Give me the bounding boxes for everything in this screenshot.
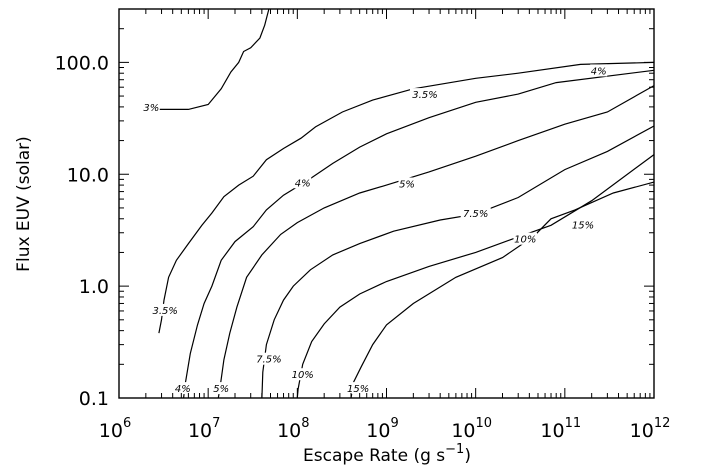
x-tick-label: 1012 <box>630 416 671 442</box>
x-tick-label: 109 <box>366 416 398 442</box>
contour-line-5 <box>217 85 655 399</box>
contour-label-11: 15% <box>572 220 594 231</box>
y-tick-label: 1.0 <box>79 276 109 298</box>
contour-label-9: 10% <box>514 235 536 246</box>
contour-label-bg-4 <box>294 176 312 189</box>
contour-label-10: 10% <box>292 370 314 381</box>
contour-label-3: 4% <box>175 384 191 395</box>
x-tick-label: 1011 <box>540 416 581 442</box>
y-axis-title: Flux EUV (solar) <box>14 136 34 272</box>
contour-label-6: 5% <box>213 384 229 395</box>
contour-line-9 <box>296 154 655 399</box>
contour-label-bg-11 <box>571 218 595 231</box>
contour-label-8: 7.5% <box>256 355 281 366</box>
x-tick-label: 107 <box>188 416 220 442</box>
contour-label-bg-5 <box>398 177 416 190</box>
plot-frame <box>118 8 655 399</box>
contour-label-0: 3% <box>143 103 159 114</box>
y-tick-label: 0.1 <box>79 388 109 410</box>
contour-label-bg-1 <box>410 88 440 101</box>
contour-line-0 <box>145 8 270 110</box>
x-axis-title-text: Escape Rate (g s <box>303 446 445 466</box>
contour-label-5: 5% <box>399 180 415 191</box>
x-axis-title: Escape Rate (g s−1) <box>303 442 471 466</box>
x-axis-title-exp: −1 <box>445 442 464 457</box>
contour-label-bg-13 <box>150 303 181 316</box>
contour-label-13: 3.5% <box>152 306 177 317</box>
y-tick-label: 10.0 <box>67 164 109 186</box>
contour-label-1: 3.5% <box>412 90 437 101</box>
contour-line-11 <box>350 181 655 399</box>
y-tick-label: 100.0 <box>55 52 109 74</box>
contour-line-2 <box>183 69 655 399</box>
x-axis-title-close: ) <box>464 446 471 466</box>
contour-label-bg-9 <box>513 232 537 245</box>
contour-label-bg-10 <box>291 368 315 381</box>
contour-label-bg-6 <box>212 382 230 395</box>
contour-label-7: 7.5% <box>463 209 488 220</box>
contour-label-4: 4% <box>295 178 311 189</box>
contour-label-bg-2 <box>590 64 608 77</box>
x-tick-label: 106 <box>99 416 131 442</box>
contour-lines <box>145 8 655 399</box>
contour-label-2: 4% <box>591 66 607 77</box>
y-axis-tick-labels: 0.1 1.0 10.0 100.0 <box>55 52 109 410</box>
contour-label-bg-12 <box>346 382 370 395</box>
contour-label-bg-0 <box>142 101 160 114</box>
x-axis-tick-labels: 106 107 108 109 1010 1011 1012 <box>99 416 671 442</box>
contour-label-bg-3 <box>174 382 192 395</box>
contour-line-7 <box>261 125 655 399</box>
contour-label-12: 15% <box>347 384 369 395</box>
x-tick-label: 108 <box>277 416 309 442</box>
contour-line-1 <box>158 61 655 334</box>
axis-ticks <box>118 8 655 399</box>
contour-label-bg-8 <box>253 352 284 365</box>
x-tick-label: 1010 <box>451 416 492 442</box>
contour-labels: 3% 3.5% 4% 4% 4% 5% 5% 7.5% 7.5% 10% 10% 15% 15% 3.5% <box>142 64 608 395</box>
contour-label-bg-7 <box>460 207 491 220</box>
